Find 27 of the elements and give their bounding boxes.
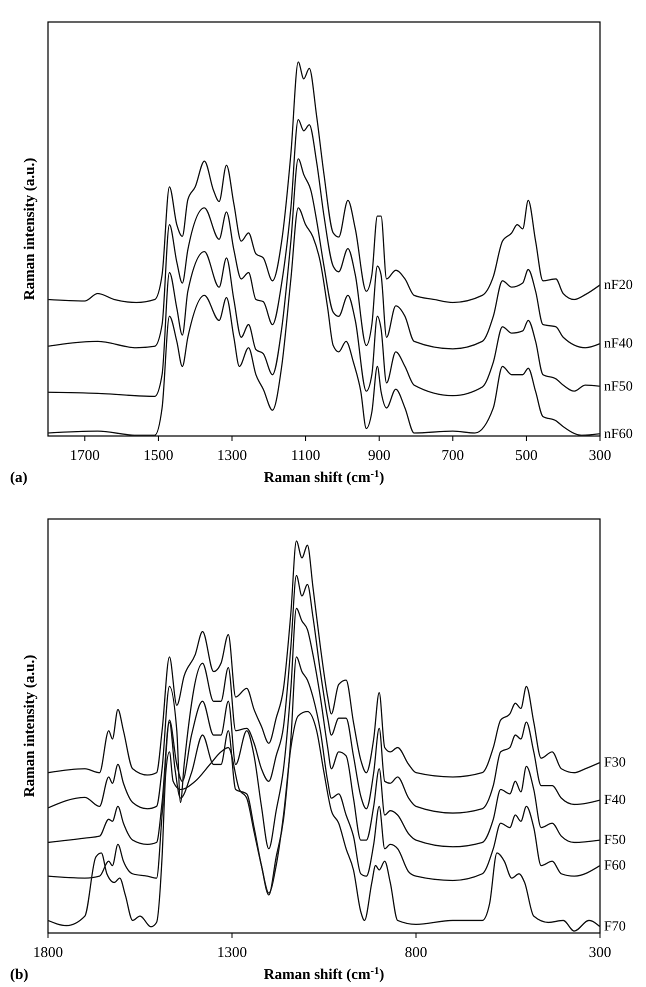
- x-tick-label: 300: [588, 945, 612, 961]
- x-tick-label: 800: [404, 945, 428, 961]
- series-label: F50: [604, 833, 626, 848]
- x-tick-label: 1100: [290, 448, 320, 464]
- series-label: nF20: [604, 278, 633, 293]
- series-label: nF60: [604, 426, 633, 442]
- series-label: F40: [604, 793, 626, 808]
- x-axis-title: Raman shift (cm$^{-1}$): [264, 468, 384, 486]
- text: (b): [10, 967, 28, 983]
- x-axis-title: Raman shift (cm$^{-1}$): [264, 966, 384, 983]
- series-label: F60: [604, 858, 626, 874]
- x-tick-label: 1300: [217, 945, 247, 961]
- series-label: nF40: [604, 336, 633, 352]
- text: (a): [10, 470, 28, 486]
- x-tick-label: 500: [515, 448, 538, 464]
- x-tick-label: 1300: [217, 448, 247, 464]
- x-tick-label: 1700: [70, 448, 100, 464]
- series-label: F70: [604, 920, 626, 935]
- series-label: F30: [604, 755, 626, 770]
- y-axis-title: Raman intensity (a.u.): [22, 654, 38, 798]
- x-tick-label: 1500: [143, 448, 174, 464]
- x-tick-label: 900: [368, 448, 390, 464]
- x-tick-label: 300: [588, 448, 612, 464]
- x-tick-label: 1800: [33, 945, 63, 961]
- series-label: nF50: [604, 379, 633, 394]
- y-axis-title: Raman intensity (a.u.): [22, 158, 38, 300]
- x-tick-label: 700: [442, 448, 464, 464]
